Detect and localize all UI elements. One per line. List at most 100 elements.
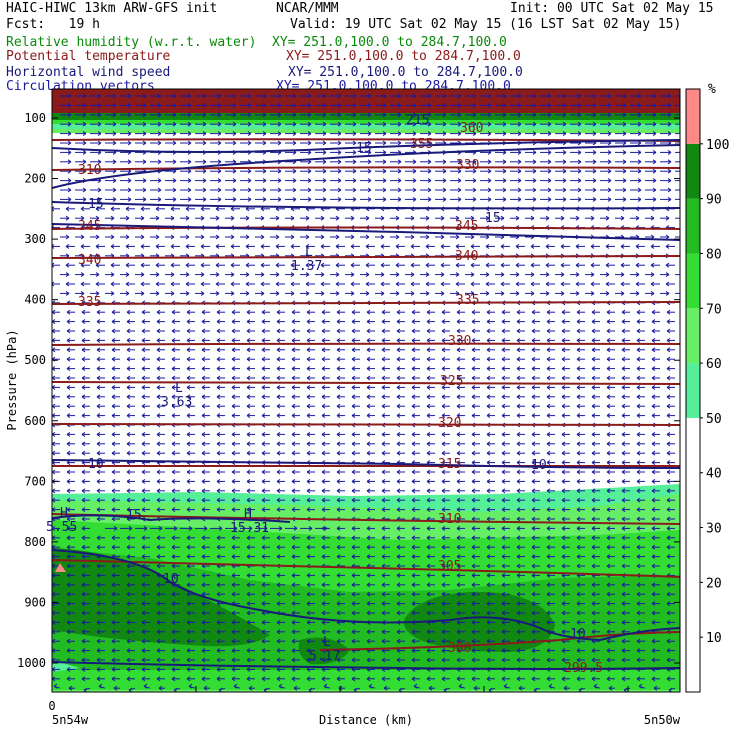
wind-vector-head (126, 375, 131, 381)
wind-vector-head (651, 469, 656, 475)
wind-vector-head (322, 168, 327, 174)
wind-vector-head (171, 619, 176, 625)
wind-vector-head (336, 431, 341, 437)
wind-vector-head (441, 629, 446, 635)
wind-vector-head (546, 413, 551, 419)
wind-vector-head (65, 243, 70, 249)
wind-vector-head (410, 272, 415, 278)
wind-vector-head (380, 290, 385, 296)
wind-vector-head (666, 366, 671, 372)
wind-vector-head (306, 582, 311, 588)
wind-vector-head (321, 394, 326, 400)
wind-vector-head (396, 478, 401, 484)
wind-vector-head (561, 375, 566, 381)
wind-vector-head (576, 394, 581, 400)
wind-vector-head (546, 328, 551, 334)
wind-vector-head (620, 272, 625, 278)
wind-vector-head (66, 638, 71, 644)
wind-vector-head (471, 563, 476, 569)
wind-vector-head (395, 215, 400, 221)
wind-vector-head (532, 159, 537, 165)
wind-vector-head (456, 450, 461, 456)
wind-vector-head (530, 290, 535, 296)
wind-vector-head (366, 347, 371, 353)
wind-vector-head (291, 347, 296, 353)
wind-vector-head (471, 460, 476, 466)
wind-vector-head (516, 469, 521, 475)
wind-vector-head (112, 178, 117, 184)
wind-vector-head (502, 196, 507, 202)
wind-vector-head (592, 159, 597, 165)
wind-vector-head (382, 178, 387, 184)
wind-vector-head (157, 178, 162, 184)
wind-vector-head (576, 413, 581, 419)
wind-vector-head (321, 478, 326, 484)
wind-vector-head (546, 591, 551, 597)
wind-vector-head (561, 554, 566, 560)
wind-vector-head (367, 149, 372, 155)
wind-vector-head (276, 535, 281, 541)
wind-vector-head (591, 450, 596, 456)
wind-vector-head (441, 582, 446, 588)
wind-vector-head (245, 272, 250, 278)
wind-vector-head (577, 93, 582, 99)
wind-vector-head (111, 582, 116, 588)
wind-vector-head (591, 525, 596, 531)
wind-vector-head (112, 140, 117, 146)
wind-vector-head (501, 525, 506, 531)
wind-vector-head (652, 187, 657, 193)
wind-vector-head (127, 187, 132, 193)
wind-vector-head (651, 488, 656, 494)
wind-vector-head (110, 290, 115, 296)
wind-vector-head (486, 629, 491, 635)
wind-vector-head (426, 563, 431, 569)
wind-vector-head (216, 544, 221, 550)
wind-vector-head (576, 384, 581, 390)
wind-vector-head (81, 619, 86, 625)
wind-vector-head (351, 572, 356, 578)
wind-vector-head (411, 563, 416, 569)
wind-vector-head (455, 262, 460, 268)
wind-vector-head (666, 403, 671, 409)
wind-vector-head (81, 629, 86, 635)
wind-vector-head (305, 262, 310, 268)
wind-vector-head (381, 582, 386, 588)
wind-vector-head (216, 450, 221, 456)
wind-vector-head (547, 131, 552, 137)
forecast-hour: Fcst: 19 h (6, 17, 100, 32)
wind-vector-head (335, 272, 340, 278)
wind-vector-head (501, 469, 506, 475)
wind-vector-head (216, 554, 221, 560)
wind-vector-head (66, 319, 71, 325)
wind-vector-head (622, 112, 627, 118)
wind-vector-head (81, 413, 86, 419)
wind-vector-head (486, 375, 491, 381)
wind-vector-head (426, 610, 431, 616)
wind-vector-head (306, 375, 311, 381)
wind-vector-head (66, 431, 71, 437)
wind-vector-head (96, 582, 101, 588)
wind-vector-head (156, 394, 161, 400)
wind-vector-head (247, 121, 252, 127)
wind-vector-head (636, 478, 641, 484)
wind-vector-head (336, 525, 341, 531)
wind-vector-head (532, 178, 537, 184)
wind-vector-head (381, 507, 386, 513)
wind-vector-head (231, 319, 236, 325)
wind-vector-head (186, 582, 191, 588)
wind-vector-head (576, 403, 581, 409)
wind-vector-head (636, 469, 641, 475)
wind-vector-head (635, 272, 640, 278)
wind-vector-head (80, 215, 85, 221)
wind-vector-head (516, 403, 521, 409)
wind-vector-head (457, 196, 462, 202)
wind-vector-head (637, 178, 642, 184)
wind-vector-head (81, 516, 86, 522)
wind-vector-head (456, 525, 461, 531)
wind-vector-head (591, 460, 596, 466)
wind-vector-head (666, 554, 671, 560)
wind-vector-head (591, 544, 596, 550)
wind-vector-head (231, 394, 236, 400)
wind-vector-head (621, 356, 626, 362)
wind-vector-head (351, 469, 356, 475)
